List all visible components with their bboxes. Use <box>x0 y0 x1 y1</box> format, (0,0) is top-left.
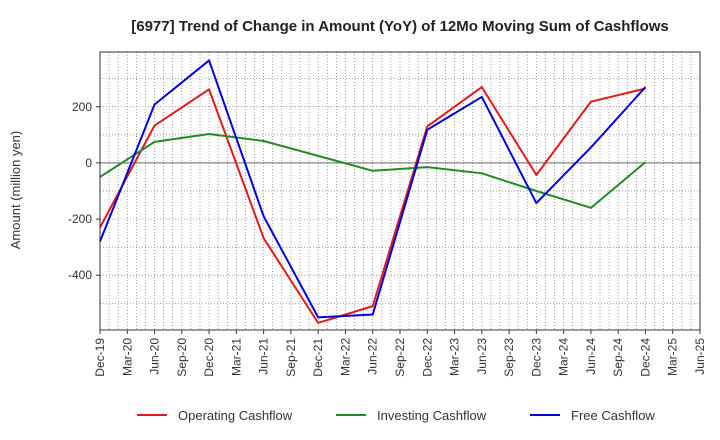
x-tick-label: Dec-21 <box>311 338 325 377</box>
x-tick-label: Jun-21 <box>257 338 271 375</box>
series-line-operating-cashflow <box>99 86 646 324</box>
legend: Operating Cashflow Investing Cashflow Free… <box>137 408 655 423</box>
x-tick-label: Mar-25 <box>666 338 680 376</box>
x-ticks: Dec-19 Mar-20 Jun-20 Sep-20 Dec-20 Mar-21 Jun-… <box>93 330 707 377</box>
chart-title: [6977] Trend of Change in Amount (YoY) o… <box>131 18 669 35</box>
y-axis-label: Amount (million yen) <box>8 131 23 250</box>
y-tick-label: -400 <box>68 268 92 282</box>
series-lines <box>99 59 647 324</box>
x-tick-label: Sep-22 <box>393 338 407 377</box>
y-tick-label: 200 <box>72 100 92 114</box>
x-tick-label: Jun-23 <box>475 338 489 375</box>
x-tick-label: Dec-22 <box>420 338 434 377</box>
x-tick-label: Jun-22 <box>366 338 380 375</box>
series-line-free-cashflow <box>99 59 647 319</box>
plot-border <box>99 51 701 331</box>
series-line-investing-cashflow <box>99 133 647 209</box>
x-tick-label: Dec-24 <box>638 338 652 377</box>
x-tick-label: Mar-22 <box>338 338 352 376</box>
legend-label: Investing Cashflow <box>377 408 487 423</box>
legend-label: Free Cashflow <box>571 408 655 423</box>
x-tick-label: Dec-19 <box>93 338 107 377</box>
x-tick-label: Sep-20 <box>175 338 189 377</box>
y-ticks: -400 -200 0 200 <box>68 100 100 282</box>
x-tick-label: Sep-24 <box>611 338 625 377</box>
x-tick-label: Dec-23 <box>529 338 543 377</box>
x-tick-label: Mar-24 <box>557 338 571 376</box>
y-tick-label: 0 <box>85 156 92 170</box>
x-tick-label: Dec-20 <box>202 338 216 377</box>
x-tick-label: Mar-23 <box>448 338 462 376</box>
x-tick-label: Mar-20 <box>120 338 134 376</box>
x-tick-label: Jun-25 <box>693 338 707 375</box>
x-tick-label: Sep-23 <box>502 338 516 377</box>
x-tick-label: Mar-21 <box>229 338 243 376</box>
x-tick-label: Jun-24 <box>584 338 598 375</box>
y-tick-label: -200 <box>68 212 92 226</box>
legend-label: Operating Cashflow <box>178 408 293 423</box>
x-tick-label: Jun-20 <box>148 338 162 375</box>
x-tick-label: Sep-21 <box>284 338 298 377</box>
